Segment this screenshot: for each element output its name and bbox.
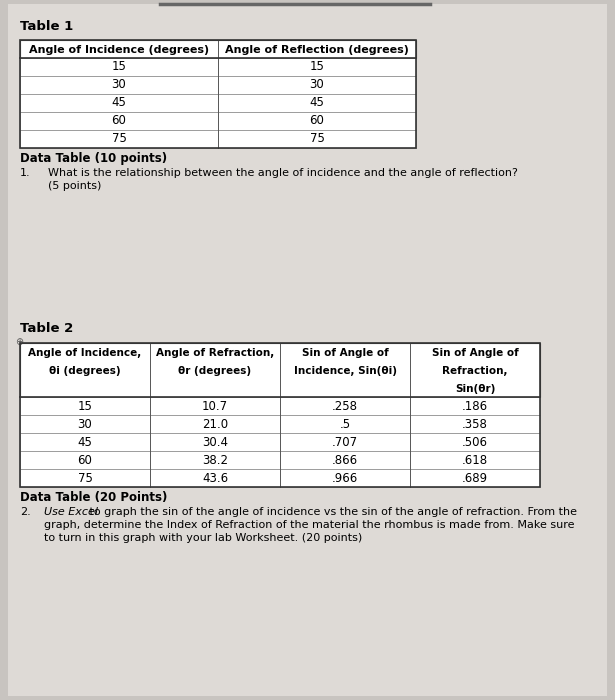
Text: 75: 75	[309, 132, 325, 146]
Text: θr (degrees): θr (degrees)	[178, 366, 252, 376]
Text: 60: 60	[111, 115, 127, 127]
Text: 30.4: 30.4	[202, 435, 228, 449]
Text: Table 1: Table 1	[20, 20, 73, 34]
Text: Angle of Refraction,: Angle of Refraction,	[156, 348, 274, 358]
Bar	[20, 415, 540, 433]
Bar	[20, 343, 540, 487]
Text: Angle of Incidence (degrees): Angle of Incidence (degrees)	[29, 45, 209, 55]
Text: What is the relationship between the angle of incidence and the angle of reflect: What is the relationship between the ang…	[48, 168, 518, 178]
Text: .707: .707	[332, 435, 358, 449]
Text: (5 points): (5 points)	[48, 181, 101, 191]
Text: .358: .358	[462, 417, 488, 430]
Bar	[20, 397, 540, 415]
Bar	[20, 40, 416, 58]
Text: Refraction,: Refraction,	[442, 366, 508, 376]
Text: Use Excel: Use Excel	[44, 507, 98, 517]
Text: 45: 45	[111, 97, 127, 109]
Text: 30: 30	[112, 78, 126, 92]
Text: Angle of Reflection (degrees): Angle of Reflection (degrees)	[225, 45, 409, 55]
Bar	[20, 451, 540, 469]
Text: 1.: 1.	[20, 168, 31, 178]
Bar	[20, 76, 416, 94]
Text: 10.7: 10.7	[202, 400, 228, 412]
Text: 75: 75	[111, 132, 127, 146]
Text: .966: .966	[332, 472, 358, 484]
Text: 2.: 2.	[20, 507, 31, 517]
Text: Sin of Angle of: Sin of Angle of	[432, 348, 518, 358]
Bar	[20, 94, 416, 112]
Text: .5: .5	[339, 417, 351, 430]
Text: graph, determine the Index of Refraction of the material the rhombus is made fro: graph, determine the Index of Refraction…	[44, 520, 574, 530]
Text: to turn in this graph with your lab Worksheet. (20 points): to turn in this graph with your lab Work…	[44, 533, 362, 543]
Text: .689: .689	[462, 472, 488, 484]
Bar	[20, 469, 540, 487]
Text: 60: 60	[77, 454, 92, 466]
Bar	[20, 433, 540, 451]
Text: 75: 75	[77, 472, 92, 484]
Text: .186: .186	[462, 400, 488, 412]
Text: to graph the sin of the angle of incidence vs the sin of the angle of refraction: to graph the sin of the angle of inciden…	[86, 507, 577, 517]
Text: 38.2: 38.2	[202, 454, 228, 466]
Text: 30: 30	[77, 417, 92, 430]
Text: .866: .866	[332, 454, 358, 466]
Bar	[20, 112, 416, 130]
Bar	[20, 58, 416, 76]
Text: 30: 30	[309, 78, 324, 92]
Text: Data Table (20 Points): Data Table (20 Points)	[20, 491, 167, 504]
Text: 15: 15	[111, 60, 127, 74]
Text: Data Table (10 points): Data Table (10 points)	[20, 152, 167, 165]
Text: 43.6: 43.6	[202, 472, 228, 484]
Text: .506: .506	[462, 435, 488, 449]
Text: 15: 15	[77, 400, 92, 412]
Text: .618: .618	[462, 454, 488, 466]
Bar	[20, 343, 540, 397]
Text: 15: 15	[309, 60, 325, 74]
Text: θi (degrees): θi (degrees)	[49, 366, 121, 376]
Text: 45: 45	[77, 435, 92, 449]
Text: Incidence, Sin(θi): Incidence, Sin(θi)	[293, 366, 397, 376]
Bar	[20, 40, 416, 148]
Text: Angle of Incidence,: Angle of Incidence,	[28, 348, 141, 358]
Bar	[20, 130, 416, 148]
Text: 21.0: 21.0	[202, 417, 228, 430]
Text: ⊕: ⊕	[15, 337, 23, 347]
Text: Sin(θr): Sin(θr)	[455, 384, 495, 394]
Text: Sin of Angle of: Sin of Angle of	[301, 348, 389, 358]
Text: .258: .258	[332, 400, 358, 412]
Text: 60: 60	[309, 115, 325, 127]
Text: 45: 45	[309, 97, 325, 109]
Text: Table 2: Table 2	[20, 321, 73, 335]
